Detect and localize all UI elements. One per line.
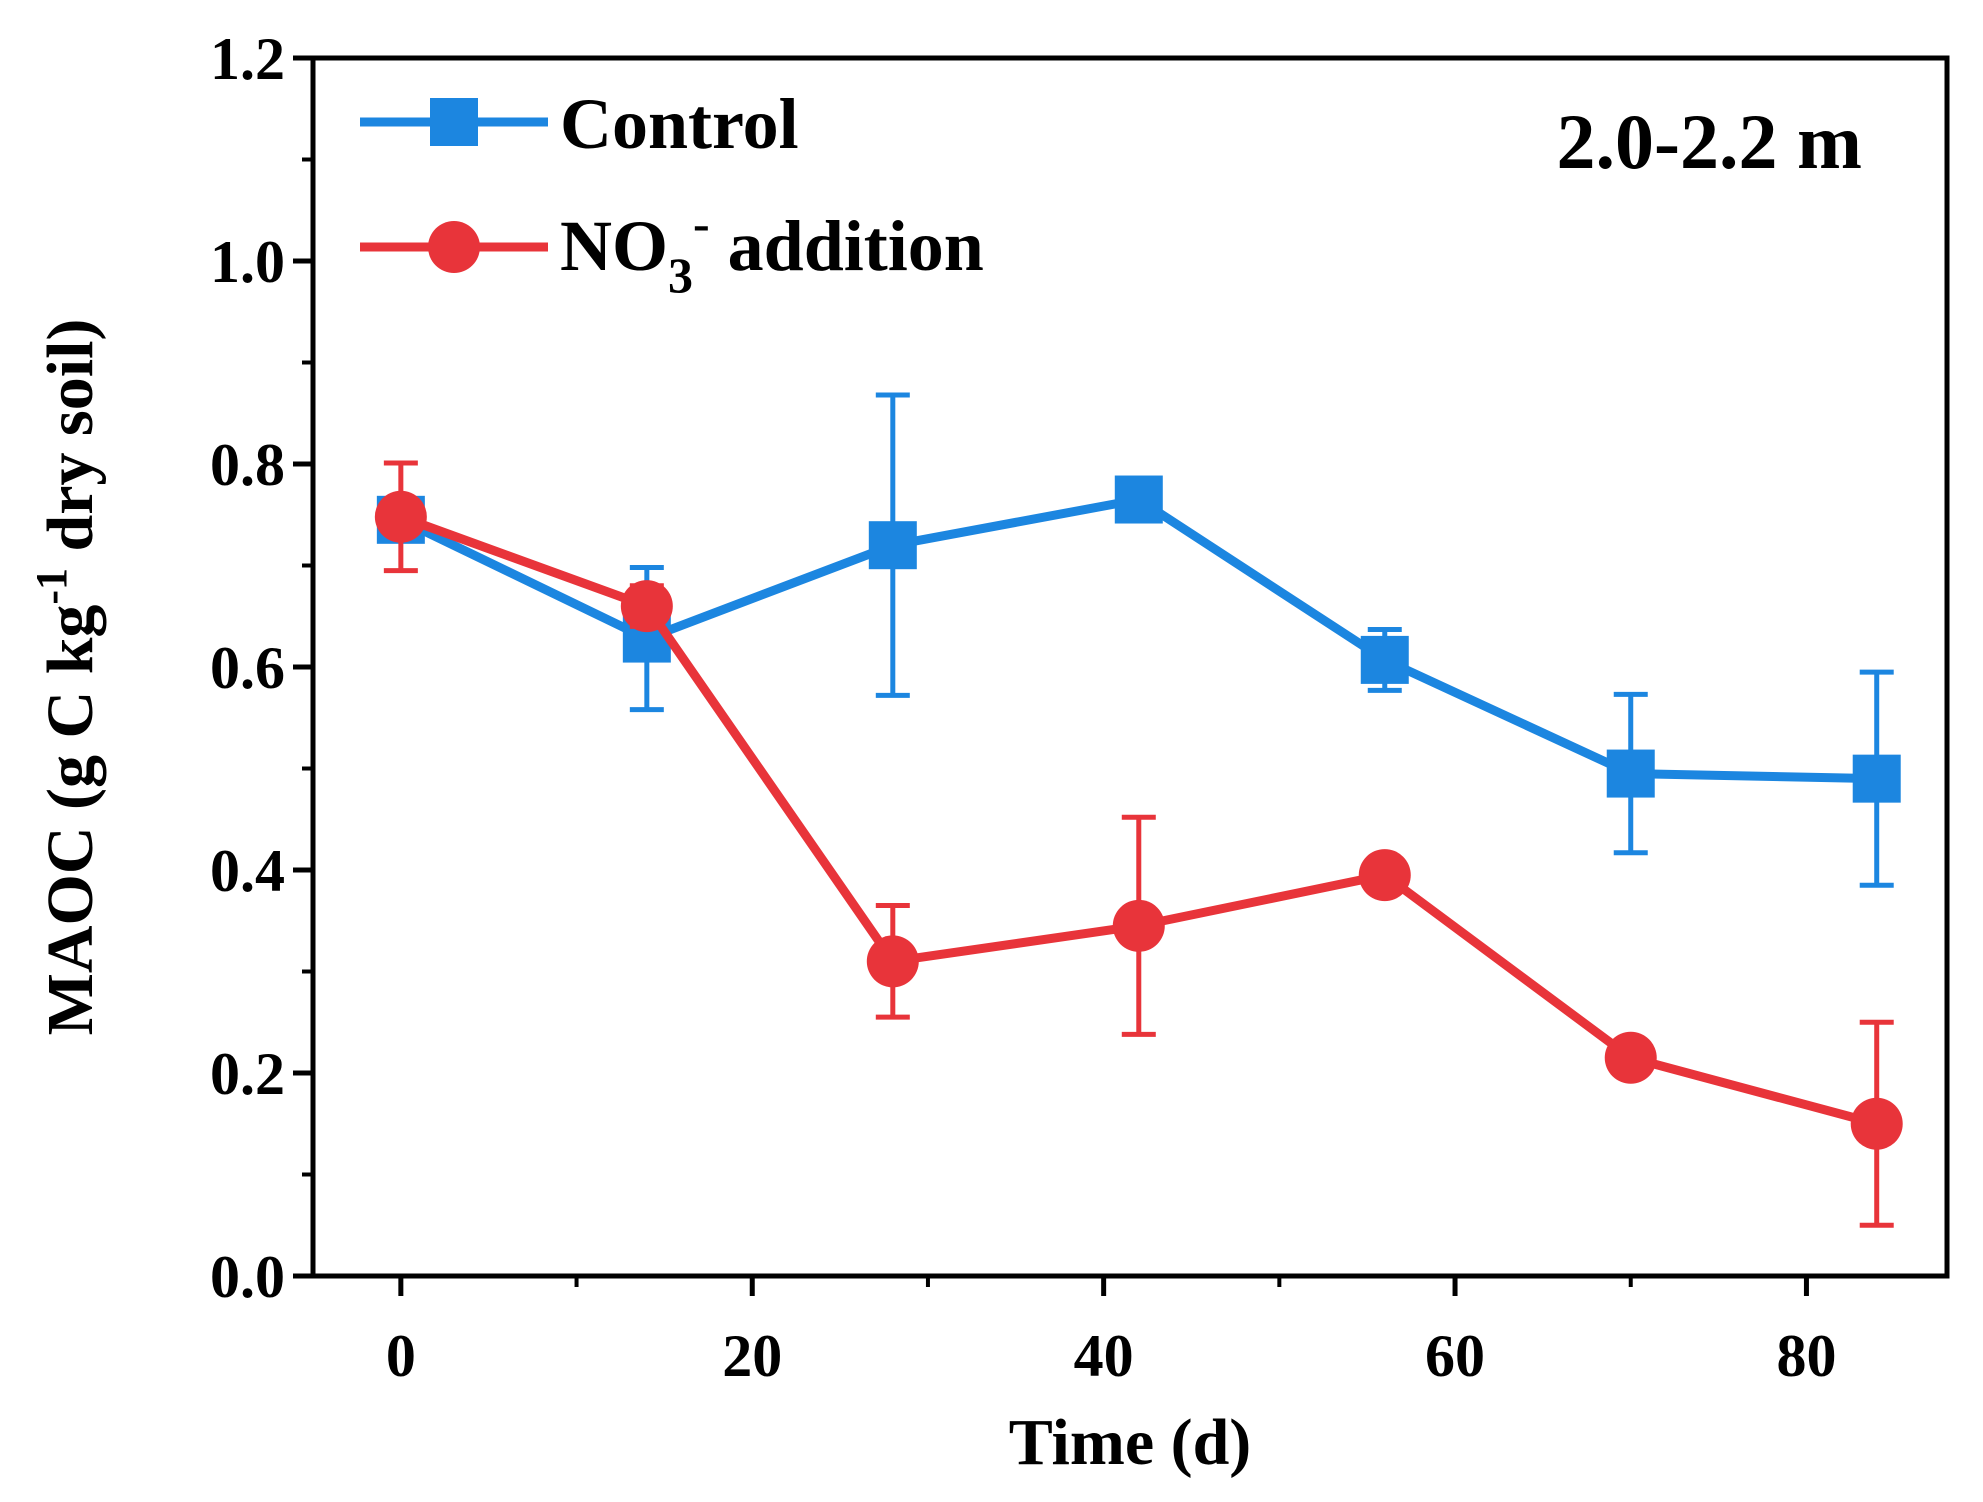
data-point [1358,849,1411,902]
series-layer [374,392,1903,1228]
legend-nitrate-label: NO3- addition [560,195,984,303]
data-point [1112,899,1165,952]
y-tick-label: 0.8 [210,432,285,498]
x-tick-label: 40 [1074,1323,1134,1389]
series-nitrate-addition [374,460,1903,1228]
data-point [1852,754,1901,803]
depth-annotation: 2.0-2.2 m [1557,98,1862,185]
legend-nitrate-label-main: NO [560,206,668,286]
y-tick-label: 0.0 [210,1244,285,1310]
y-axis-title-main: MAOC (g C kg [34,605,107,1036]
x-tick-label: 80 [1776,1323,1836,1389]
x-axis-title: Time (d) [1009,1406,1252,1479]
data-point [866,935,919,988]
legend-control-marker [430,98,478,146]
series-control [376,392,1901,888]
y-tick-label: 0.4 [210,838,285,904]
x-tick-label: 0 [386,1323,416,1389]
series-line [398,495,1877,784]
x-tick-label: 20 [722,1323,782,1389]
data-point [374,490,427,543]
data-point [1606,749,1655,798]
data-point [1360,635,1409,684]
legend-control-label: Control [560,84,799,164]
data-point [1850,1097,1903,1150]
legend: Control NO3- addition [360,84,984,303]
y-tick-label: 0.6 [210,635,285,701]
x-tick-label: 60 [1425,1323,1485,1389]
data-point [1114,475,1163,524]
y-axis-title-superscript: -1 [27,568,76,605]
legend-nitrate-label-rest: addition [710,206,984,286]
y-tick-label: 1.2 [210,26,285,92]
legend-nitrate-marker [428,221,480,273]
y-axis-title-rest: dry soil) [34,319,107,568]
y-axis-title: MAOC (g C kg-1 dry soil) [27,319,107,1036]
legend-nitrate-label-subscript: 3 [668,247,693,303]
plot-frame [310,55,1950,1279]
y-tick-label: 0.2 [210,1041,285,1107]
y-tick-label: 1.0 [210,229,285,295]
axis-ticks: 0.0 0.2 0.4 0.6 0.8 1.0 1.2 0 20 40 60 80 [210,26,1836,1389]
legend-nitrate-label-superscript: - [693,195,710,251]
data-point [868,521,917,570]
data-point [1604,1031,1657,1084]
data-point [620,580,673,633]
